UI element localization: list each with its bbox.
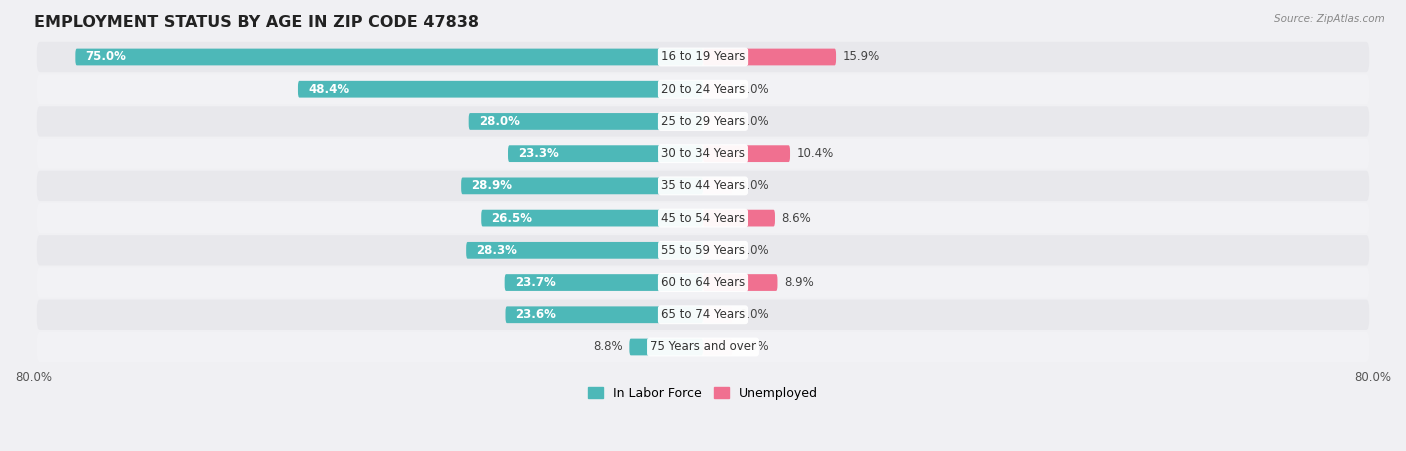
Text: 0.0%: 0.0% (740, 308, 769, 321)
Text: 45 to 54 Years: 45 to 54 Years (661, 212, 745, 225)
Text: 35 to 44 Years: 35 to 44 Years (661, 179, 745, 193)
Text: 23.3%: 23.3% (517, 147, 558, 160)
FancyBboxPatch shape (37, 332, 1369, 362)
Text: 8.9%: 8.9% (785, 276, 814, 289)
Text: 48.4%: 48.4% (308, 83, 349, 96)
Text: Source: ZipAtlas.com: Source: ZipAtlas.com (1274, 14, 1385, 23)
Text: 10.4%: 10.4% (797, 147, 834, 160)
FancyBboxPatch shape (461, 178, 703, 194)
FancyBboxPatch shape (37, 203, 1369, 233)
FancyBboxPatch shape (37, 42, 1369, 72)
FancyBboxPatch shape (703, 210, 775, 226)
Text: 25 to 29 Years: 25 to 29 Years (661, 115, 745, 128)
Legend: In Labor Force, Unemployed: In Labor Force, Unemployed (583, 382, 823, 405)
FancyBboxPatch shape (37, 235, 1369, 266)
Text: 26.5%: 26.5% (491, 212, 533, 225)
FancyBboxPatch shape (703, 339, 733, 355)
Text: EMPLOYMENT STATUS BY AGE IN ZIP CODE 47838: EMPLOYMENT STATUS BY AGE IN ZIP CODE 478… (34, 15, 478, 30)
Text: 55 to 59 Years: 55 to 59 Years (661, 244, 745, 257)
Text: 0.0%: 0.0% (740, 83, 769, 96)
FancyBboxPatch shape (506, 306, 703, 323)
FancyBboxPatch shape (703, 113, 733, 130)
FancyBboxPatch shape (630, 339, 703, 355)
Text: 23.6%: 23.6% (516, 308, 557, 321)
FancyBboxPatch shape (703, 306, 733, 323)
FancyBboxPatch shape (703, 274, 778, 291)
Text: 28.3%: 28.3% (477, 244, 517, 257)
Text: 75.0%: 75.0% (86, 51, 127, 64)
FancyBboxPatch shape (76, 49, 703, 65)
Text: 15.9%: 15.9% (842, 51, 880, 64)
FancyBboxPatch shape (298, 81, 703, 97)
FancyBboxPatch shape (481, 210, 703, 226)
Text: 28.9%: 28.9% (471, 179, 512, 193)
Text: 28.0%: 28.0% (478, 115, 520, 128)
FancyBboxPatch shape (703, 81, 733, 97)
Text: 0.0%: 0.0% (740, 244, 769, 257)
FancyBboxPatch shape (37, 171, 1369, 201)
Text: 75 Years and over: 75 Years and over (650, 341, 756, 354)
Text: 0.0%: 0.0% (740, 341, 769, 354)
FancyBboxPatch shape (508, 145, 703, 162)
Text: 20 to 24 Years: 20 to 24 Years (661, 83, 745, 96)
FancyBboxPatch shape (703, 145, 790, 162)
FancyBboxPatch shape (703, 178, 733, 194)
FancyBboxPatch shape (37, 74, 1369, 104)
Text: 16 to 19 Years: 16 to 19 Years (661, 51, 745, 64)
FancyBboxPatch shape (467, 242, 703, 259)
FancyBboxPatch shape (468, 113, 703, 130)
FancyBboxPatch shape (703, 242, 733, 259)
FancyBboxPatch shape (37, 106, 1369, 137)
FancyBboxPatch shape (505, 274, 703, 291)
FancyBboxPatch shape (37, 138, 1369, 169)
Text: 0.0%: 0.0% (740, 179, 769, 193)
FancyBboxPatch shape (37, 299, 1369, 330)
FancyBboxPatch shape (37, 267, 1369, 298)
Text: 65 to 74 Years: 65 to 74 Years (661, 308, 745, 321)
Text: 8.8%: 8.8% (593, 341, 623, 354)
Text: 8.6%: 8.6% (782, 212, 811, 225)
FancyBboxPatch shape (703, 49, 837, 65)
Text: 60 to 64 Years: 60 to 64 Years (661, 276, 745, 289)
Text: 23.7%: 23.7% (515, 276, 555, 289)
Text: 0.0%: 0.0% (740, 115, 769, 128)
Text: 30 to 34 Years: 30 to 34 Years (661, 147, 745, 160)
